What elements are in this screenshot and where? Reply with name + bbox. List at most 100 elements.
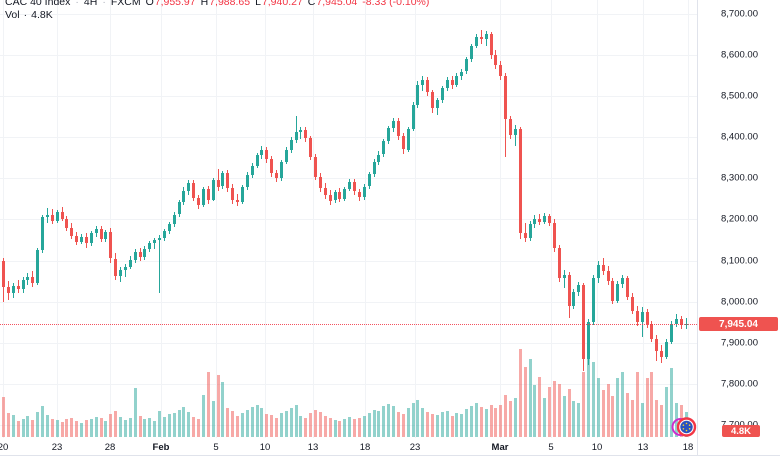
volume-value: 4.8K [31, 9, 53, 21]
volume-bar [2, 397, 5, 437]
candle-body [396, 120, 400, 137]
candle-body [2, 260, 5, 288]
volume-bar [489, 405, 493, 437]
price-axis-label: 8,400.00 [721, 131, 758, 143]
candle-body [504, 76, 508, 119]
volume-bar [299, 415, 303, 437]
volume-bar [630, 399, 634, 437]
time-gridline [216, 0, 217, 438]
candle-body [255, 155, 259, 166]
symbol-title[interactable]: CAC 40 Index [5, 0, 71, 8]
candle-body [474, 36, 478, 47]
volume-bar [133, 387, 137, 437]
volume-bar [275, 417, 278, 437]
candle-body [411, 105, 415, 129]
price-axis-label: 8,700.00 [721, 8, 758, 20]
volume-bar [411, 402, 415, 437]
candle-body [133, 251, 137, 260]
candle-body [479, 36, 483, 40]
candle-body [587, 322, 590, 360]
volume-bar [582, 371, 586, 437]
time-axis-label: 28 [104, 442, 116, 453]
candle-body [323, 188, 327, 195]
candle-body [548, 216, 551, 223]
volume-bar [328, 418, 332, 437]
candle-body [465, 59, 469, 72]
candle-body [162, 230, 166, 238]
price-gridline [0, 301, 697, 303]
candle-body [143, 249, 147, 258]
price-axis-label: 7,900.00 [721, 337, 758, 349]
candle-body [304, 129, 308, 139]
candle-body [65, 219, 69, 228]
interval-selector[interactable]: 4H [83, 0, 98, 8]
price-axis[interactable]: 8,700.00 8,600.00 8,500.00 8,400.00 8,300.00… [697, 0, 780, 455]
time-axis-label: 23 [51, 442, 63, 453]
candle-body [679, 318, 683, 326]
time-axis[interactable]: 20 23 28 Feb 5 10 13 18 23 Mar 5 10 13 18 [0, 438, 780, 455]
time-gridline [313, 0, 314, 438]
volume-bar [75, 421, 79, 437]
candle-body [114, 258, 118, 277]
volume-bar [197, 419, 200, 437]
price-axis-label: 8,000.00 [721, 296, 758, 308]
volume-bar [596, 377, 600, 437]
candle-body [509, 118, 512, 135]
candle-body [421, 79, 425, 85]
volume-bar [314, 410, 317, 437]
price-axis-label: 8,100.00 [721, 255, 758, 266]
candle-body [138, 251, 142, 258]
candle-body [333, 192, 337, 201]
candle-body [616, 283, 620, 301]
volume-bar [206, 372, 210, 437]
candle-body [119, 270, 122, 277]
volume-bar [362, 415, 366, 437]
volume-bar [499, 404, 503, 437]
volume-bar [372, 410, 376, 437]
volume-bar [572, 400, 576, 437]
volume-bar [426, 412, 430, 437]
volume-bar [94, 416, 98, 437]
volume-bar [611, 396, 615, 437]
candle-body [543, 216, 547, 222]
candle-body [94, 228, 98, 234]
candle-wick [641, 307, 643, 338]
chart-pane[interactable] [0, 0, 697, 438]
volume-bar [465, 408, 469, 437]
volume-bar [270, 415, 274, 437]
candle-body [21, 280, 25, 290]
legend-separator: · [23, 9, 28, 21]
volume-bar [21, 418, 25, 437]
candle-body [99, 228, 103, 240]
candle-body [440, 87, 444, 101]
candle-body [148, 243, 152, 250]
volume-bar [211, 400, 215, 437]
exchange-label[interactable]: FXCM [110, 0, 141, 8]
time-axis-label: 18 [682, 442, 694, 453]
volume-bar [655, 399, 659, 437]
volume-bar [323, 416, 327, 437]
volume-bar [552, 380, 556, 437]
last-price-line [0, 324, 697, 326]
candle-wick [514, 124, 516, 147]
price-gridline [0, 14, 697, 15]
volume-label[interactable]: Vol [5, 9, 20, 21]
volume-bar [601, 390, 605, 437]
volume-bar [645, 377, 649, 437]
volume-bar [367, 412, 371, 437]
candle-body [552, 222, 556, 249]
eu-economic-event-icon[interactable] [671, 416, 698, 443]
ohlc-low: L 7,940.27 [255, 0, 303, 8]
volume-bar [114, 410, 118, 437]
candle-body [309, 138, 313, 157]
candle-body [445, 79, 449, 88]
candle-body [533, 218, 537, 225]
candle-body [426, 79, 430, 92]
volume-legend: Vol · 4.8K [5, 9, 53, 21]
volume-bar [445, 410, 449, 437]
volume-bar [255, 405, 259, 437]
candle-body [265, 149, 269, 160]
volume-bar [621, 371, 625, 437]
time-axis-label: 5 [213, 442, 219, 453]
candle-body [367, 174, 371, 187]
